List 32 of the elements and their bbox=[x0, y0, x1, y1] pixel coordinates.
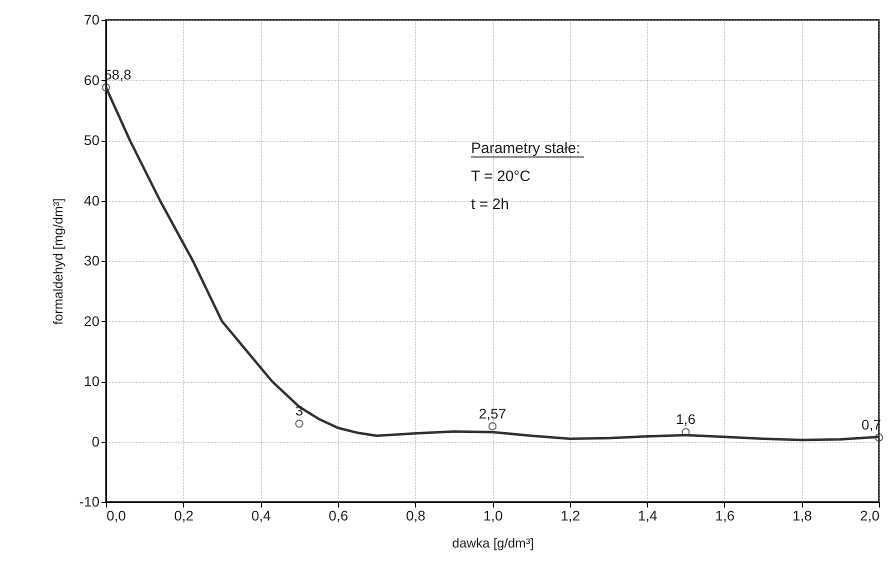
x-tick-label: 0,2 bbox=[174, 508, 194, 524]
x-tick-label: 1,8 bbox=[792, 508, 812, 524]
x-tick-label: 1,4 bbox=[638, 508, 658, 524]
y-tick-label: 30 bbox=[84, 252, 100, 268]
y-tick-label: 0 bbox=[92, 433, 100, 450]
y-tick-label: 50 bbox=[84, 132, 100, 148]
annotation: T = 20°C bbox=[471, 168, 531, 185]
data-label: 1,6 bbox=[676, 411, 696, 428]
y-tick-label: 10 bbox=[84, 373, 100, 389]
x-tick-label: 1,6 bbox=[715, 508, 735, 524]
line-series bbox=[104, 86, 880, 442]
y-tick-label: 40 bbox=[84, 192, 100, 208]
point bbox=[488, 422, 497, 430]
y-axis-title: formaldehyd [mg/dm³] bbox=[50, 198, 66, 325]
y-tick-label: -10 bbox=[79, 494, 100, 510]
y-tick-label: 20 bbox=[84, 312, 100, 329]
y-tick-label: 60 bbox=[84, 72, 100, 88]
x-tick-label: 0,0 bbox=[106, 508, 126, 524]
x-tick-label: 0,4 bbox=[251, 508, 272, 524]
annotation: t = 2h bbox=[471, 196, 509, 213]
data-label: 2,57 bbox=[478, 405, 506, 422]
x-tick-label: 2,0 bbox=[860, 508, 880, 524]
point bbox=[874, 433, 884, 442]
x-tick-label: 0,6 bbox=[328, 508, 348, 524]
annotation: Parametry stałe: bbox=[471, 140, 580, 157]
x-tick-label: 1,0 bbox=[483, 508, 503, 524]
point bbox=[295, 420, 304, 428]
x-axis-title: dawka [g/dm³] bbox=[452, 536, 534, 550]
x-tick-label: 0,8 bbox=[406, 508, 426, 524]
x-tick-label: 1,2 bbox=[560, 508, 580, 524]
point bbox=[102, 83, 110, 92]
y-tick-label: 70 bbox=[84, 12, 100, 28]
